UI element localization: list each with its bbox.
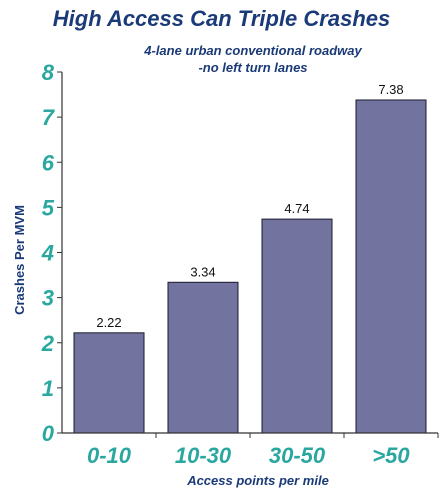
- y-tick-label: 6: [42, 150, 55, 175]
- bar: [355, 99, 427, 434]
- y-axis-label: Crashes Per MVM: [12, 205, 27, 315]
- chart-subtitle-line-2: -no left turn lanes: [198, 60, 308, 75]
- x-tick-label: >50: [372, 443, 410, 468]
- bar-data-label: 4.74: [284, 201, 309, 216]
- bar: [73, 332, 145, 434]
- bar-data-label: 2.22: [96, 315, 121, 330]
- x-axis-label: Access points per mile: [186, 473, 329, 488]
- x-tick-label: 0-10: [87, 443, 132, 468]
- y-tick-label: 3: [42, 286, 54, 311]
- bar: [261, 218, 333, 434]
- y-tick-label: 8: [42, 60, 55, 85]
- y-tick-label: 0: [42, 421, 55, 446]
- chart-subtitle-line-1: 4-lane urban conventional roadway: [144, 43, 362, 58]
- y-tick-label: 7: [42, 105, 56, 130]
- y-tick-label: 1: [42, 376, 54, 401]
- axes-group: 0 1 2 3 4 5 6 7 8 0-10 10-30 30-50 >50: [41, 60, 439, 468]
- y-tick-label: 4: [41, 241, 54, 266]
- bar-data-label: 3.34: [190, 264, 215, 279]
- y-tick-label: 2: [41, 331, 55, 356]
- x-tick-label: 10-30: [175, 443, 232, 468]
- y-tick-label: 5: [42, 195, 55, 220]
- x-tick-label: 30-50: [269, 443, 326, 468]
- bar-data-label: 7.38: [378, 82, 403, 97]
- bars-group: 2.22 3.34 4.74 7.38: [73, 82, 427, 434]
- bar: [167, 281, 239, 434]
- chart-title: High Access Can Triple Crashes: [52, 6, 391, 31]
